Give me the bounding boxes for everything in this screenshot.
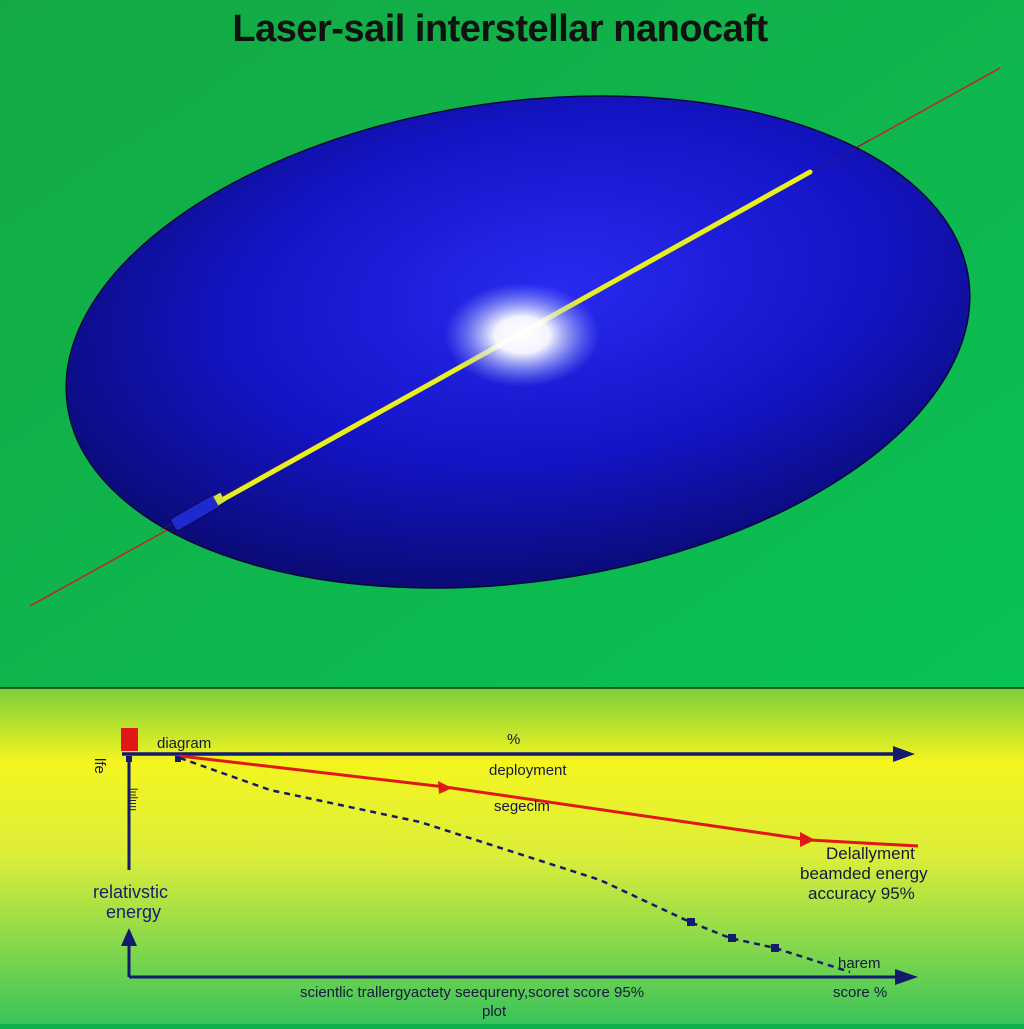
y-axis-arrow bbox=[121, 928, 137, 946]
curve-point-2 bbox=[728, 934, 736, 942]
y-axis-small-label: lfe bbox=[91, 758, 108, 774]
red-line-end-line-2: beamded energy bbox=[800, 864, 928, 883]
red-line-label-2: segeclm bbox=[494, 798, 550, 815]
central-glow bbox=[444, 283, 600, 387]
red-arrow-mid bbox=[438, 781, 452, 794]
x-axis-end-label: score % bbox=[833, 984, 888, 1001]
red-arrow-end bbox=[800, 832, 815, 847]
bottom-axis-arrow bbox=[895, 969, 918, 985]
x-axis-caption-line-1: scientlic trallergyactety seequreny,scor… bbox=[300, 984, 645, 1001]
y-axis-vertical-text: lıılıııı bbox=[127, 788, 139, 812]
page-title: Laser-sail interstellar nanocaft bbox=[232, 8, 768, 50]
axis-node-left bbox=[126, 756, 132, 762]
y-axis-title-line-2: energy bbox=[106, 902, 162, 922]
y-axis-title-line-1: relativstic bbox=[93, 882, 169, 902]
top-axis-arrow bbox=[893, 746, 915, 762]
dashed-curve bbox=[179, 756, 851, 974]
red-line-end-line-3: accuracy 95% bbox=[808, 884, 915, 903]
curve-end-label: harem bbox=[838, 955, 881, 972]
red-marker bbox=[121, 728, 138, 751]
red-line-label-1: deployment bbox=[489, 762, 567, 779]
red-trajectory bbox=[179, 754, 919, 848]
curve-point-1 bbox=[687, 918, 695, 926]
curve-point-3 bbox=[771, 944, 779, 952]
top-axis-percent: % bbox=[507, 731, 521, 748]
red-line-end-line-1: Delallyment bbox=[826, 844, 915, 863]
bottom-panel-background bbox=[0, 688, 1024, 1024]
axis-node-start bbox=[175, 756, 181, 762]
nanocraft-chip bbox=[170, 492, 226, 531]
top-axis-label: diagram bbox=[157, 735, 212, 752]
x-axis-caption-line-2: plot bbox=[482, 1003, 507, 1020]
